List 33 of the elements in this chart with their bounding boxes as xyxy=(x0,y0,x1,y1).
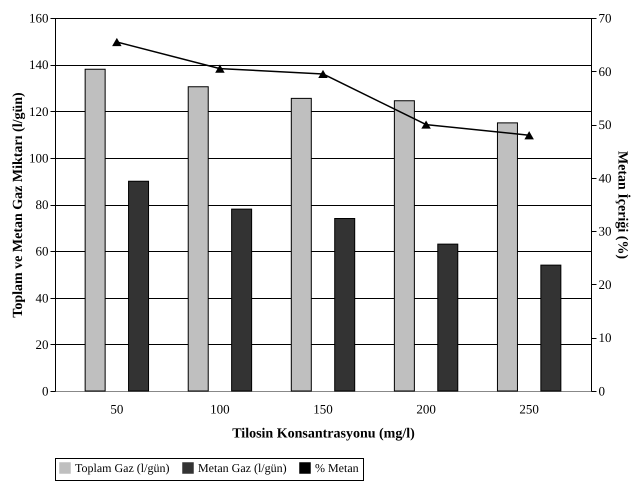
y2-tick-label: 60 xyxy=(598,64,612,79)
y-tick-label: 40 xyxy=(36,290,48,306)
point xyxy=(112,38,122,46)
y-axis-title: Toplam ve Metan Gaz Miktarı (l/gün) xyxy=(11,92,26,318)
y-tick-label: 60 xyxy=(36,244,48,259)
y2-tick-label: 0 xyxy=(598,384,605,398)
y2-tick-label: 70 xyxy=(598,10,612,26)
y2-axis-title: Metan İçeriği (%) xyxy=(614,150,630,260)
legend-label: % Metan xyxy=(315,461,359,475)
x-tick-label: 250 xyxy=(519,402,539,416)
y-tick-label: 100 xyxy=(29,150,48,166)
x-tick-label: 100 xyxy=(210,402,230,416)
y2-tick-label: 40 xyxy=(598,170,612,186)
x-tick-label: 50 xyxy=(110,402,124,416)
point xyxy=(421,120,431,129)
y-tick-label: 140 xyxy=(29,57,48,72)
y2-tick-label: 30 xyxy=(598,224,612,239)
y-tick-label: 120 xyxy=(29,104,48,119)
y2-tick-label: 20 xyxy=(598,276,612,292)
legend-label: Metan Gaz (l/gün) xyxy=(198,461,287,475)
x-axis-title: Tilosin Konsantrasyonu (mg/l) xyxy=(232,426,416,442)
y-tick-label: 80 xyxy=(36,197,48,212)
point xyxy=(215,64,225,73)
point xyxy=(524,131,534,140)
x-tick-label: 200 xyxy=(416,402,436,416)
y-tick-label: 160 xyxy=(29,10,48,26)
y2-tick-label: 10 xyxy=(598,330,612,346)
y2-tick-label: 50 xyxy=(598,117,612,132)
y-tick-label: 20 xyxy=(36,336,48,352)
point xyxy=(318,70,328,78)
y-tick-label: 0 xyxy=(42,384,48,398)
legend-label: Toplam Gaz (l/gün) xyxy=(75,461,170,475)
x-tick-label: 150 xyxy=(313,402,333,416)
